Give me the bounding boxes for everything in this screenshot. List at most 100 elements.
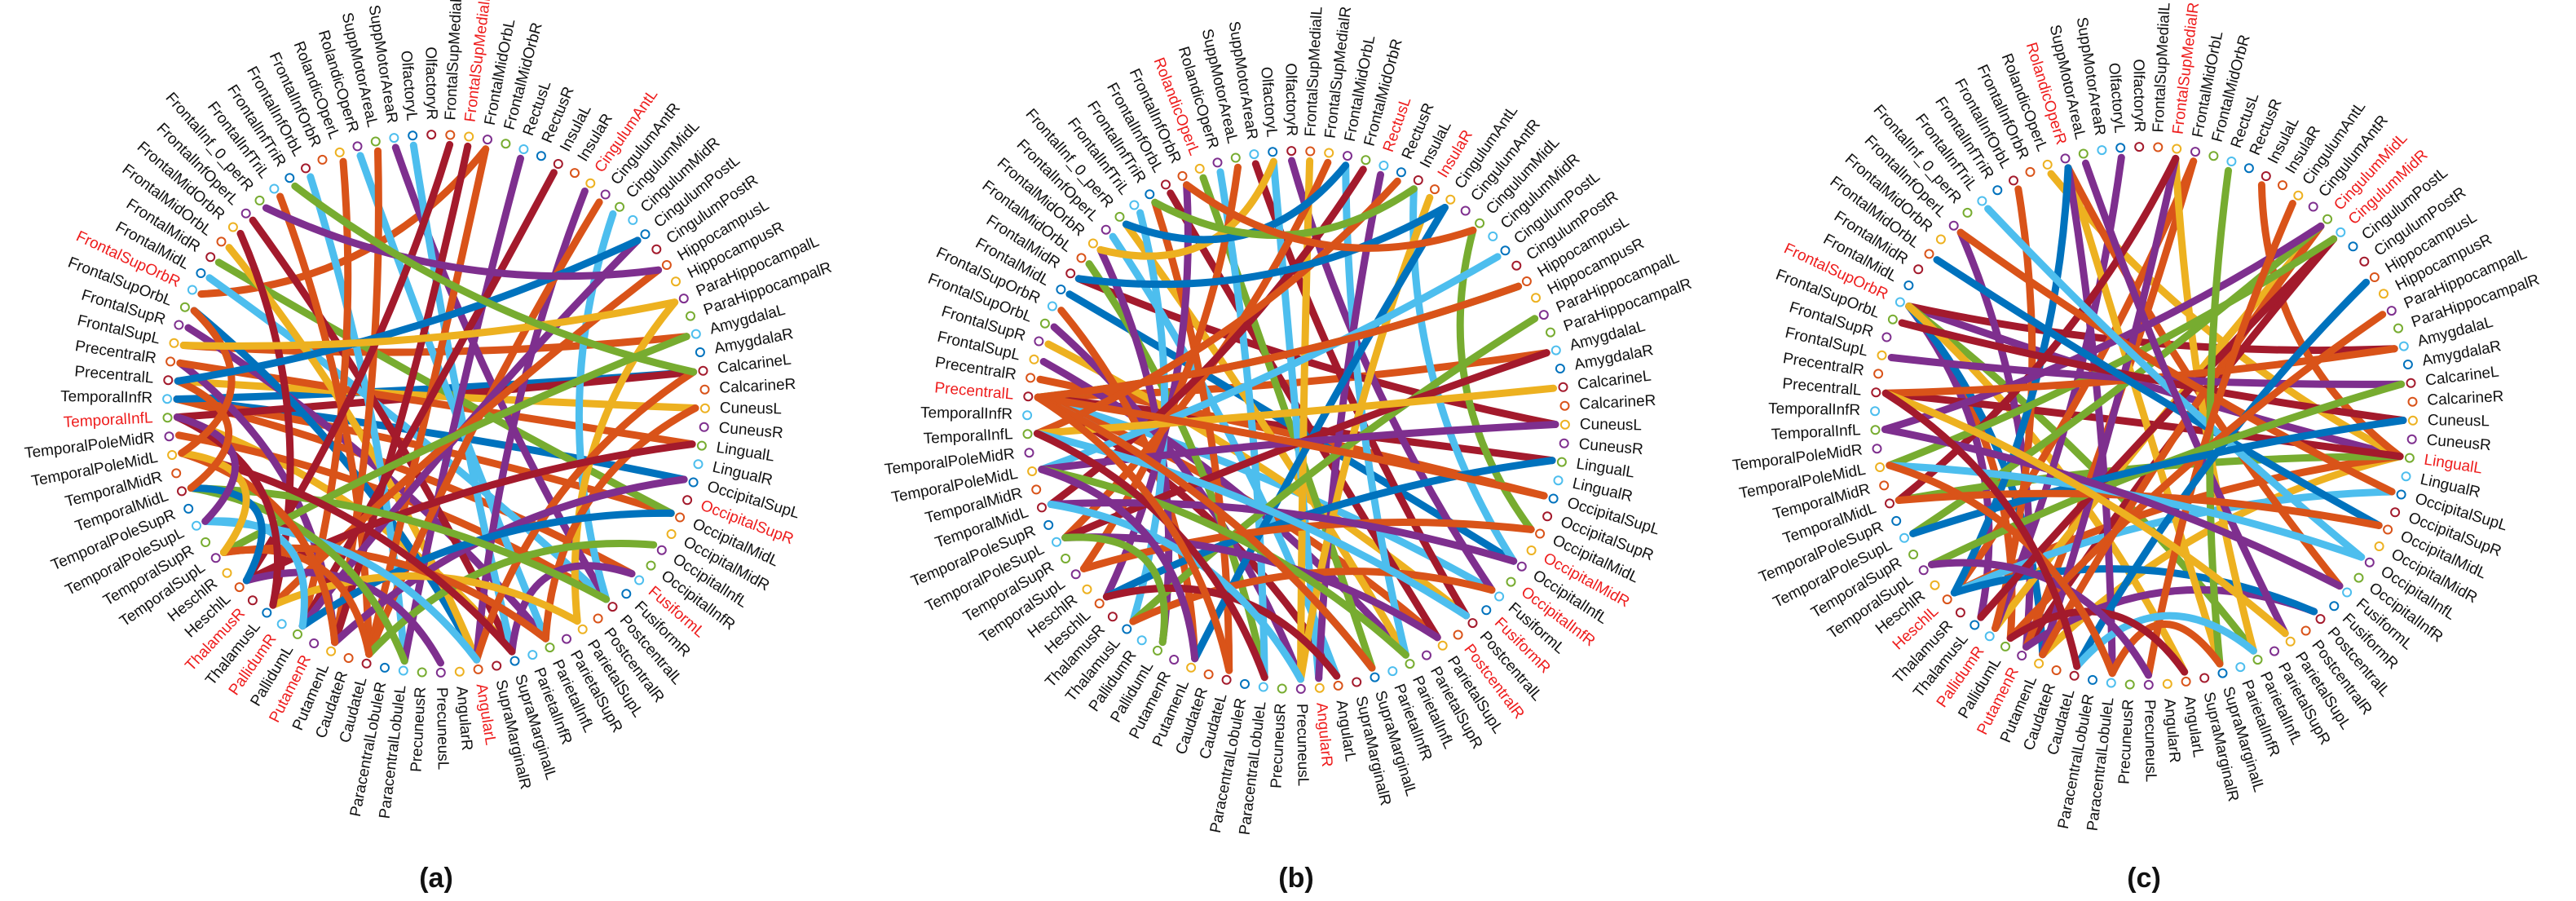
node-marker — [1494, 591, 1505, 602]
node-marker — [2172, 144, 2182, 154]
node-marker — [1039, 318, 1050, 329]
node-marker — [2398, 341, 2409, 351]
connection-edge — [1881, 389, 2289, 638]
node-marker — [1043, 519, 1054, 530]
connection-edge — [174, 236, 642, 385]
node-label: OlfactoryR — [2129, 59, 2148, 132]
node-marker — [1875, 462, 1886, 472]
connection-edge — [173, 413, 239, 525]
connection-edge — [1033, 430, 1471, 620]
node-marker — [2278, 180, 2287, 191]
node-marker — [1506, 576, 1516, 587]
node-marker — [686, 311, 695, 321]
node-marker — [1870, 425, 1881, 435]
node-marker — [380, 662, 390, 673]
node-marker — [1378, 161, 1389, 170]
connection-edge — [1038, 466, 1409, 659]
node-marker — [1430, 184, 1440, 195]
connection-edge — [400, 154, 524, 665]
node-marker — [1895, 297, 1905, 307]
node-marker — [2106, 678, 2116, 688]
connection-edge — [1886, 462, 2116, 678]
node-marker — [492, 660, 502, 671]
node-marker — [661, 260, 672, 270]
node-label: OlfactoryR — [1281, 63, 1300, 136]
connection-edge — [1928, 559, 2152, 679]
connection-edge — [178, 449, 250, 556]
node-label: TemporalInfL — [63, 409, 153, 431]
node-marker — [1521, 276, 1532, 286]
node-marker — [628, 214, 638, 225]
node-marker — [1087, 238, 1098, 249]
node-marker — [169, 338, 179, 348]
connection-edge — [1074, 204, 1449, 289]
node-marker — [640, 229, 651, 240]
node-marker — [553, 159, 563, 169]
node-marker — [1955, 607, 1965, 618]
node-marker — [1070, 569, 1081, 580]
node-marker — [1546, 327, 1555, 338]
node-marker — [2115, 143, 2126, 153]
node-marker — [2009, 175, 2018, 186]
node-marker — [545, 643, 555, 653]
node-marker — [293, 629, 302, 639]
node-marker — [1101, 224, 1111, 235]
node-marker — [426, 130, 437, 140]
node-marker — [1873, 369, 1884, 379]
node-marker — [2051, 665, 2062, 675]
node-marker — [1129, 200, 1140, 210]
node-marker — [1553, 475, 1564, 486]
node-label: CuneusR — [2426, 431, 2492, 454]
node-marker — [417, 667, 427, 678]
connection-edge — [1933, 256, 2383, 529]
panel-label: (a) — [419, 863, 453, 894]
connection-edge — [201, 517, 308, 630]
chord-panel-3: PrecentralLPrecentralRFrontalSupLFrontal… — [1731, 2, 2542, 894]
node-marker — [1177, 170, 1188, 181]
node-marker — [1559, 400, 1570, 411]
node-marker — [445, 130, 456, 140]
node-marker — [162, 413, 173, 423]
node-marker — [254, 195, 265, 205]
node-marker — [1977, 196, 1987, 206]
connection-edge — [291, 182, 698, 376]
node-marker — [2379, 289, 2389, 299]
connection-edge — [1881, 389, 2081, 670]
node-marker — [1899, 532, 1909, 543]
node-marker — [2374, 541, 2384, 551]
node-label: PrecuneusR — [408, 687, 429, 773]
node-marker — [1037, 502, 1047, 513]
node-marker — [2153, 142, 2164, 152]
node-marker — [1314, 682, 1325, 693]
node-marker — [370, 136, 381, 147]
node-marker — [1918, 565, 1929, 576]
connection-edge — [1129, 315, 1539, 625]
node-marker — [285, 173, 295, 183]
node-marker — [1885, 498, 1895, 509]
connection-edge — [2073, 278, 2371, 670]
node-marker — [1891, 515, 1902, 526]
node-marker — [222, 568, 232, 578]
node-marker — [2181, 676, 2191, 687]
node-marker — [1879, 480, 1890, 491]
node-marker — [2322, 214, 2333, 224]
node-marker — [1969, 620, 1980, 630]
node-marker — [2217, 668, 2228, 678]
node-label: PrecentralL — [934, 379, 1015, 403]
node-marker — [240, 208, 251, 219]
node-marker — [1352, 677, 1362, 687]
node-marker — [2300, 625, 2311, 636]
connection-edge — [1034, 393, 1548, 500]
node-marker — [2386, 306, 2397, 316]
node-marker — [1230, 152, 1241, 163]
node-marker — [1511, 260, 1522, 271]
node-marker — [1047, 301, 1057, 311]
node-marker — [165, 356, 176, 367]
node-marker — [177, 486, 187, 497]
node-marker — [187, 285, 197, 295]
node-marker — [269, 183, 280, 194]
node-label: CalcarineR — [719, 376, 796, 397]
connection-edge — [1886, 235, 2338, 470]
